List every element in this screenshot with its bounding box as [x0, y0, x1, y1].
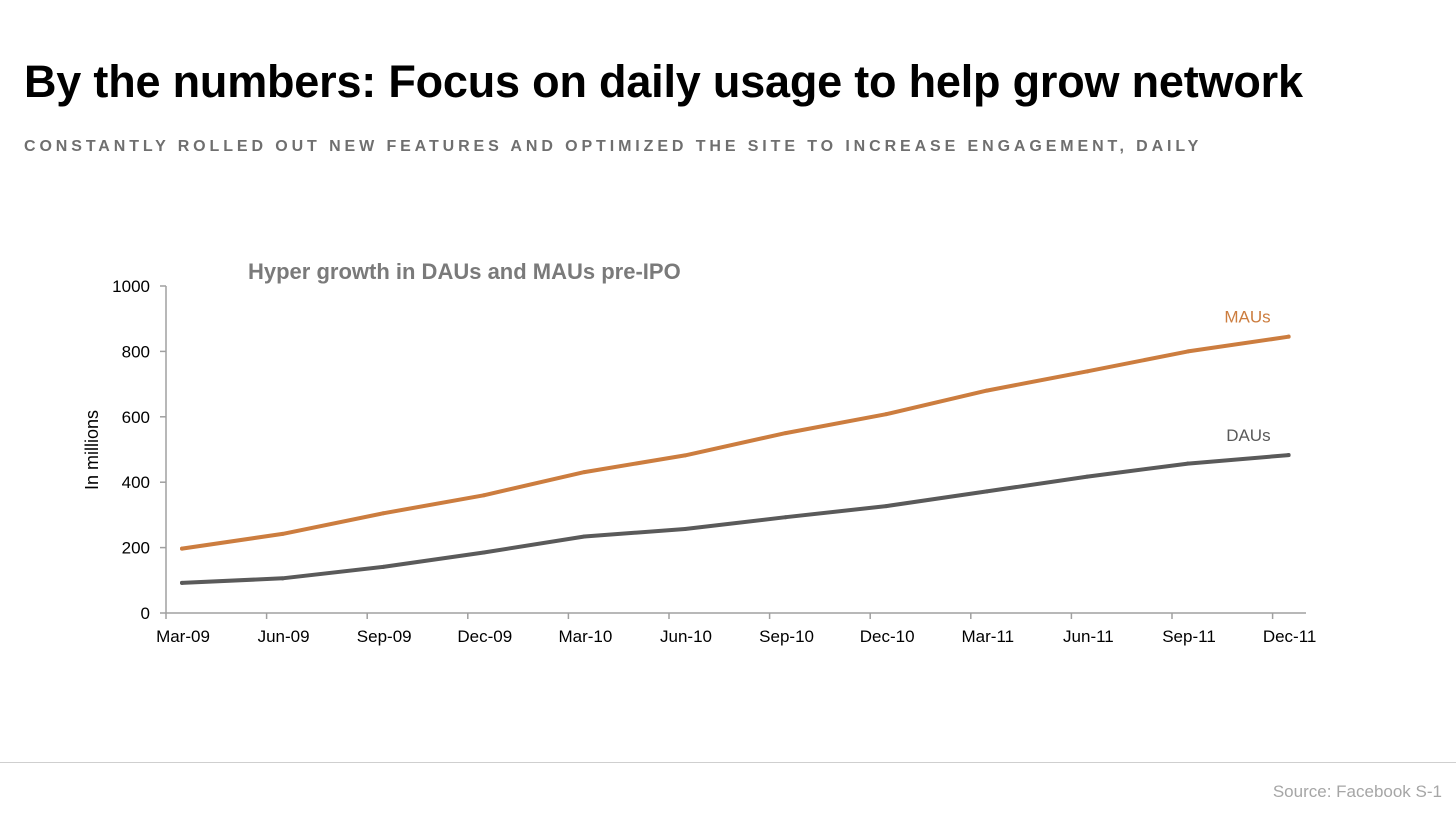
data-point-daus — [481, 550, 486, 555]
series-label-daus: DAUs — [1226, 426, 1270, 445]
data-point-maus — [1286, 334, 1291, 339]
data-point-maus — [1186, 349, 1190, 354]
data-point-maus — [582, 470, 587, 475]
x-tick-label: Sep-09 — [357, 627, 412, 646]
data-point-maus — [884, 412, 889, 417]
data-point-maus — [984, 388, 989, 393]
data-point-maus — [481, 493, 486, 498]
data-point-daus — [180, 580, 184, 585]
series-lines — [180, 334, 1291, 585]
x-tick-label: Mar-11 — [962, 627, 1015, 646]
y-axis-ticks: 0 200 400 600 800 1000 — [112, 277, 166, 623]
data-point-maus — [180, 546, 184, 551]
series-labels: MAUs DAUs — [1224, 308, 1270, 445]
data-point-daus — [280, 576, 285, 581]
y-tick-label: 0 — [141, 604, 150, 623]
series-line-daus — [180, 453, 1291, 585]
line-chart: Hyper growth in DAUs and MAUs pre-IPO In… — [82, 259, 1316, 646]
y-tick-label: 800 — [122, 342, 150, 361]
y-tick-label: 200 — [122, 539, 150, 558]
x-tick-label: Sep-11 — [1162, 627, 1216, 646]
series-label-maus: MAUs — [1224, 308, 1270, 327]
data-point-daus — [1286, 453, 1291, 458]
data-point-maus — [381, 511, 386, 516]
x-tick-label: Jun-11 — [1063, 627, 1114, 646]
slide-title: By the numbers: Focus on daily usage to … — [24, 56, 1303, 107]
slide-subtitle: CONSTANTLY ROLLED OUT NEW FEATURES AND O… — [24, 138, 1203, 155]
x-tick-label: Jun-10 — [660, 627, 712, 646]
data-point-daus — [783, 515, 788, 520]
x-tick-label: Dec-10 — [860, 627, 915, 646]
data-point-maus — [683, 453, 687, 458]
data-point-daus — [1186, 461, 1190, 466]
data-point-maus — [280, 531, 285, 536]
y-axis-label: In millions — [82, 410, 102, 490]
x-tick-label: Sep-10 — [759, 627, 814, 646]
chart-title: Hyper growth in DAUs and MAUs pre-IPO — [248, 259, 681, 284]
y-tick-label: 1000 — [112, 277, 150, 296]
x-tick-label: Dec-09 — [457, 627, 512, 646]
x-axis-ticks: Mar-09 Jun-09 Sep-09 Dec-09 Mar-10 Jun-10 Sep-… — [156, 613, 1316, 646]
data-point-daus — [683, 526, 687, 531]
data-point-maus — [1085, 369, 1090, 374]
y-tick-label: 400 — [122, 473, 150, 492]
source-note: Source: Facebook S-1 — [1272, 782, 1442, 801]
data-point-maus — [783, 431, 788, 436]
x-tick-label: Dec-11 — [1263, 627, 1317, 646]
data-point-daus — [1085, 474, 1090, 479]
data-point-daus — [381, 564, 386, 569]
x-tick-label: Mar-10 — [558, 627, 612, 646]
footer-divider — [0, 762, 1456, 763]
data-point-daus — [582, 534, 587, 539]
series-line-maus — [180, 334, 1291, 551]
x-tick-label: Mar-09 — [156, 627, 210, 646]
data-point-daus — [984, 489, 989, 494]
y-tick-label: 600 — [122, 408, 150, 427]
x-tick-label: Jun-09 — [258, 627, 310, 646]
data-point-daus — [884, 504, 889, 509]
